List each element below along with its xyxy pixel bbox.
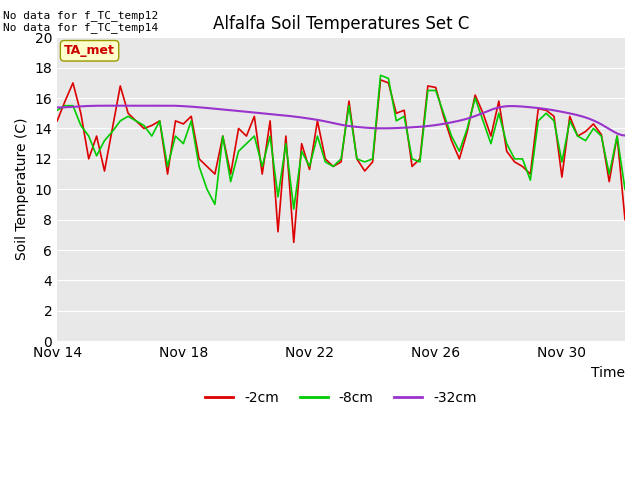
-2cm	[377, 77, 385, 83]
Line: -32cm: -32cm	[57, 106, 625, 135]
-8cm	[558, 159, 566, 165]
-2cm	[582, 129, 589, 134]
-32cm	[324, 119, 332, 125]
-2cm	[243, 133, 250, 139]
-2cm	[621, 217, 629, 223]
-32cm	[621, 132, 629, 138]
-8cm	[345, 103, 353, 108]
-2cm	[345, 98, 353, 104]
Y-axis label: Soil Temperature (C): Soil Temperature (C)	[15, 118, 29, 261]
-8cm	[53, 108, 61, 113]
Title: Alfalfa Soil Temperatures Set C: Alfalfa Soil Temperatures Set C	[213, 15, 469, 33]
Text: TA_met: TA_met	[64, 44, 115, 57]
-8cm	[377, 72, 385, 78]
-32cm	[520, 104, 527, 109]
-32cm	[158, 103, 166, 108]
-8cm	[621, 186, 629, 192]
-32cm	[328, 120, 335, 126]
-2cm	[558, 174, 566, 180]
-2cm	[53, 118, 61, 124]
-2cm	[290, 240, 298, 245]
-32cm	[392, 125, 400, 131]
Text: No data for f_TC_temp12
No data for f_TC_temp14: No data for f_TC_temp12 No data for f_TC…	[3, 10, 159, 33]
-2cm	[542, 108, 550, 113]
Line: -8cm: -8cm	[57, 75, 625, 209]
-8cm	[542, 110, 550, 116]
-8cm	[179, 141, 187, 146]
-8cm	[290, 206, 298, 212]
Legend: -2cm, -8cm, -32cm: -2cm, -8cm, -32cm	[200, 385, 483, 410]
-8cm	[582, 138, 589, 144]
-32cm	[362, 125, 369, 131]
-2cm	[179, 121, 187, 127]
-32cm	[53, 105, 61, 110]
Line: -2cm: -2cm	[57, 80, 625, 242]
X-axis label: Time: Time	[591, 366, 625, 380]
-32cm	[609, 128, 616, 134]
-8cm	[243, 141, 250, 146]
